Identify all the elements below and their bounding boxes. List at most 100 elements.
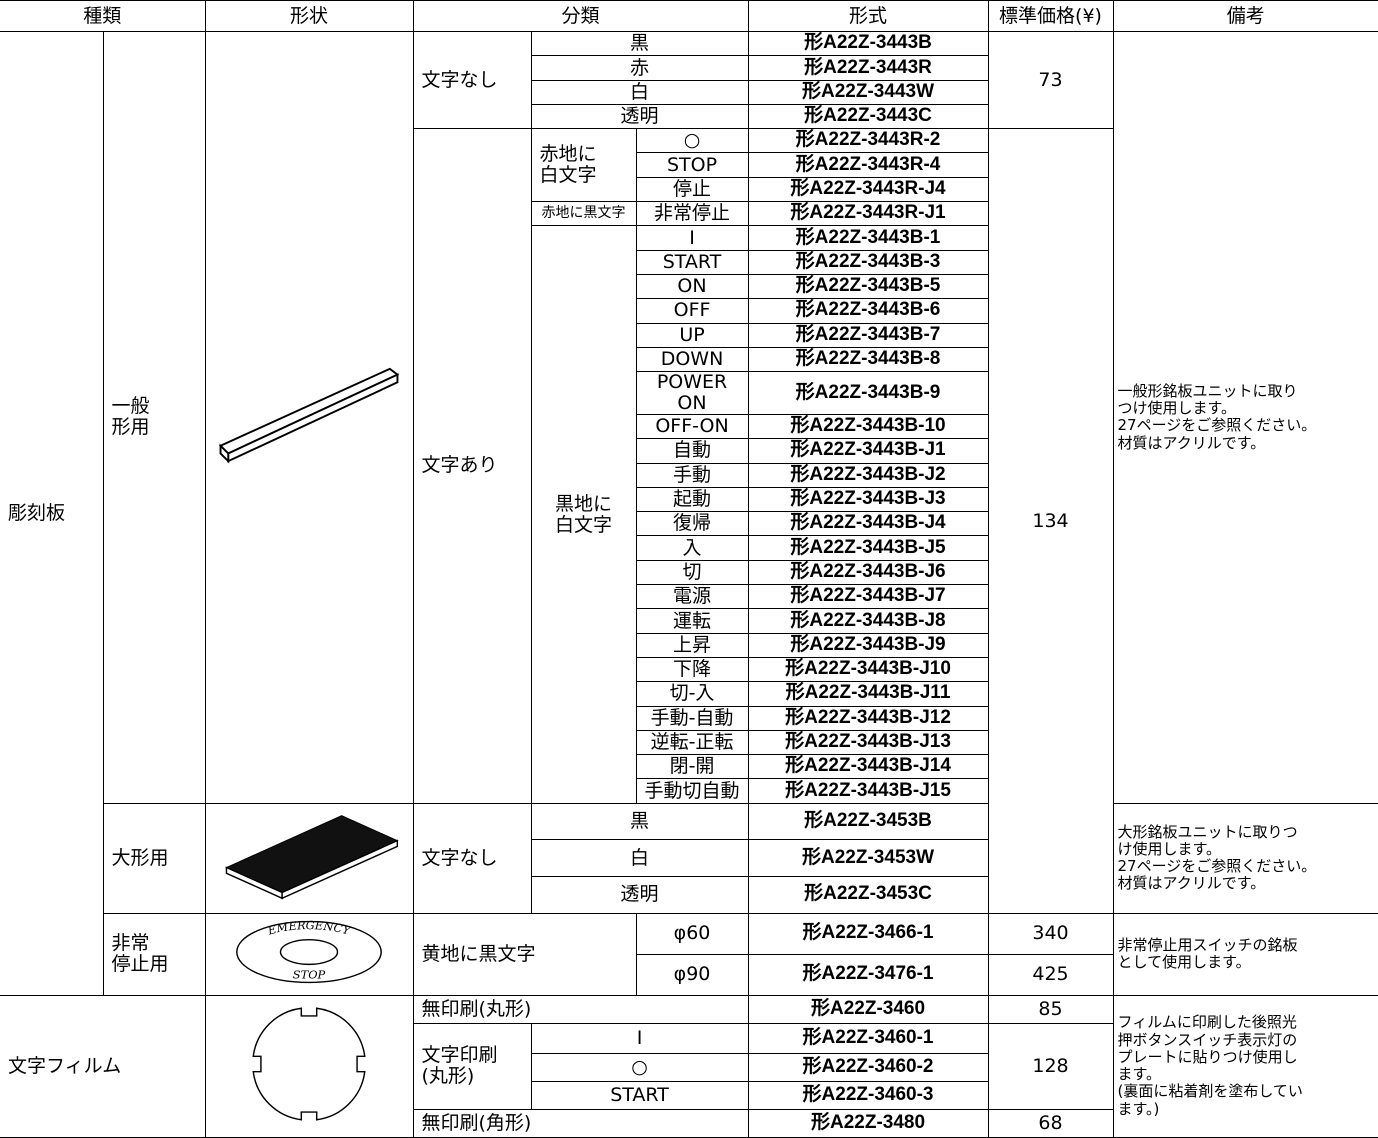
model-cell: 形A22Z-3466-1 — [747, 912, 989, 955]
table-cell: 透明 — [531, 876, 749, 914]
model-cell: 形A22Z-3443B-1 — [747, 225, 989, 251]
stop-text: STOP — [293, 967, 326, 981]
table-row: ON 形A22Z-3443B-5 — [0, 273, 1378, 300]
table-cell: ○ — [635, 128, 749, 154]
table-cell: DOWN — [636, 346, 749, 373]
table-row: 切-入 形A22Z-3443B-J11 — [0, 681, 1378, 707]
shape-cell — [204, 994, 414, 1138]
table-cell: I — [530, 1022, 749, 1054]
table-row: OFF 形A22Z-3443B-6 — [0, 298, 1378, 324]
model-cell: 形A22Z-3460-2 — [747, 1052, 989, 1082]
table-cell: 入 — [636, 535, 749, 561]
table-row: ○ 形A22Z-3460-2 — [0, 1052, 1378, 1082]
table-row: POWER ON 形A22Z-3443B-9 — [0, 371, 1378, 415]
table-cell: 逆転-正転 — [636, 729, 749, 756]
table-row: DOWN 形A22Z-3443B-8 — [0, 346, 1378, 373]
table-row: 赤地に黒文字 非常停止 形A22Z-3443R-J1 — [0, 201, 1378, 227]
model-cell: 形A22Z-3443B-J9 — [747, 632, 989, 658]
model-cell: 形A22Z-3443B-J13 — [747, 729, 989, 756]
header-cell: 形式 — [747, 0, 989, 32]
model-cell: 形A22Z-3460 — [747, 994, 989, 1024]
table-row: 上昇 形A22Z-3443B-J9 — [0, 632, 1378, 658]
table-cell: OFF-ON — [636, 413, 749, 440]
model-cell: 形A22Z-3443R — [747, 55, 989, 81]
table-cell: 文字なし — [412, 30, 532, 130]
table-cell: 73 — [987, 30, 1114, 130]
table-cell: 赤 — [531, 55, 749, 81]
shape-part — [281, 839, 399, 900]
model-cell: 形A22Z-3443B-J1 — [747, 438, 989, 464]
model-cell: 形A22Z-3443B-J5 — [747, 535, 989, 561]
shape-image — [218, 367, 400, 464]
table-cell: 無印刷(丸形) — [412, 994, 749, 1024]
model-cell: 形A22Z-3443C — [747, 103, 989, 130]
model-cell: 形A22Z-3443B-J10 — [747, 656, 989, 683]
table-cell: 黄地に黒文字 — [412, 912, 637, 996]
shape-image — [225, 814, 399, 900]
table-cell: 白 — [531, 839, 749, 878]
table-row: 文字あり 赤地に 白文字 ○ 形A22Z-3443R-2 134 — [0, 128, 1378, 914]
shape-part — [227, 372, 399, 463]
table-cell: STOP — [636, 152, 749, 178]
emergency-text: EMERGENCY — [265, 918, 353, 938]
shape-part — [219, 443, 230, 464]
model-cell: 形A22Z-3443B-J15 — [747, 778, 989, 804]
model-cell: 形A22Z-3476-1 — [747, 953, 989, 996]
model-cell: 形A22Z-3443B-10 — [747, 413, 989, 440]
shape-cell — [204, 31, 414, 804]
table-cell: 黒地に 白文字 — [531, 225, 637, 804]
shape-part — [279, 938, 339, 965]
model-cell: 形A22Z-3443B-5 — [747, 273, 989, 300]
header-cell: 分類 — [412, 0, 749, 32]
model-cell: 形A22Z-3443B — [747, 30, 989, 57]
table-cell: START — [531, 1080, 749, 1110]
table-cell: 自動 — [636, 438, 749, 464]
table-cell: 赤地に 白文字 — [530, 128, 637, 203]
header-cell: 形状 — [204, 0, 414, 32]
table-cell: 非常 停止用 — [103, 912, 206, 996]
model-cell: 形A22Z-3443B-J12 — [747, 705, 989, 731]
table-row: 彫刻板 一般 形用 文字なし黒形A22Z-3443B 73 一般形銘板ユニットに取り つ… — [0, 30, 1378, 996]
model-cell: 形A22Z-3460-1 — [747, 1022, 989, 1054]
table-row: 閉-開 形A22Z-3443B-J14 — [0, 754, 1378, 780]
shape-image — [252, 1007, 366, 1121]
table-cell: 134 — [987, 128, 1114, 914]
table-cell: 文字フィルム — [0, 994, 206, 1138]
table-cell: 128 — [987, 1022, 1114, 1110]
table-cell: 大形用 — [103, 802, 206, 914]
table-row: 手動 形A22Z-3443B-J2 — [0, 462, 1378, 488]
shape-part — [218, 367, 400, 455]
model-cell: 形A22Z-3443B-J3 — [747, 486, 989, 513]
model-cell: 形A22Z-3453C — [747, 876, 989, 914]
model-cell: 形A22Z-3460-3 — [747, 1080, 989, 1110]
model-cell: 形A22Z-3453W — [747, 839, 989, 878]
model-cell: 形A22Z-3443B-J4 — [747, 511, 989, 537]
model-cell: 形A22Z-3443B-J11 — [747, 681, 989, 707]
table-cell: 黒 — [530, 30, 749, 57]
table-cell: 手動切自動 — [636, 778, 749, 804]
emergency-text: EMERGENCY — [265, 918, 353, 938]
note-cell: フィルムに印刷した後照光 押ボタンスイッチ表示灯の プレートに貼りつけ使用し ま… — [1112, 994, 1378, 1138]
model-cell: 形A22Z-3443B-J14 — [747, 754, 989, 780]
table-row: 手動切自動 形A22Z-3443B-J15 — [0, 778, 1378, 804]
table-row: 非常 停止用 EMERGENCY STOP 黄地に黒文字 φ60 形A22Z-3466-1… — [0, 912, 1378, 996]
table-row: UP 形A22Z-3443B-7 — [0, 322, 1378, 348]
note-cell: 一般形銘板ユニットに取り つけ使用します。 27ページをご参照ください。 材質は… — [1112, 31, 1378, 804]
table-cell: ○ — [531, 1052, 749, 1082]
table-cell: 非常停止 — [635, 201, 749, 227]
model-cell: 形A22Z-3443W — [747, 79, 989, 105]
table-cell: 復帰 — [636, 511, 749, 537]
table-row: 起動 形A22Z-3443B-J3 — [0, 486, 1378, 513]
table-row: 入形A22Z-3443B-J5 — [0, 535, 1378, 561]
table-row: 手動-自動 形A22Z-3443B-J12 — [0, 705, 1378, 731]
model-cell: 形A22Z-3443R-4 — [747, 152, 989, 178]
table-row: 赤形A22Z-3443R — [0, 55, 1378, 81]
model-cell: 形A22Z-3453B — [747, 802, 989, 841]
table-cell: 電源 — [636, 584, 749, 610]
table-cell: 黒 — [530, 802, 749, 841]
table-row: 大形用 文字なし黒形A22Z-3453B 大形銘板ユニットに取りつ け使用します。 … — [0, 802, 1378, 914]
table-cell: 手動 — [636, 462, 749, 488]
table-cell: 閉-開 — [636, 754, 749, 780]
model-cell: 形A22Z-3443B-8 — [747, 346, 989, 373]
